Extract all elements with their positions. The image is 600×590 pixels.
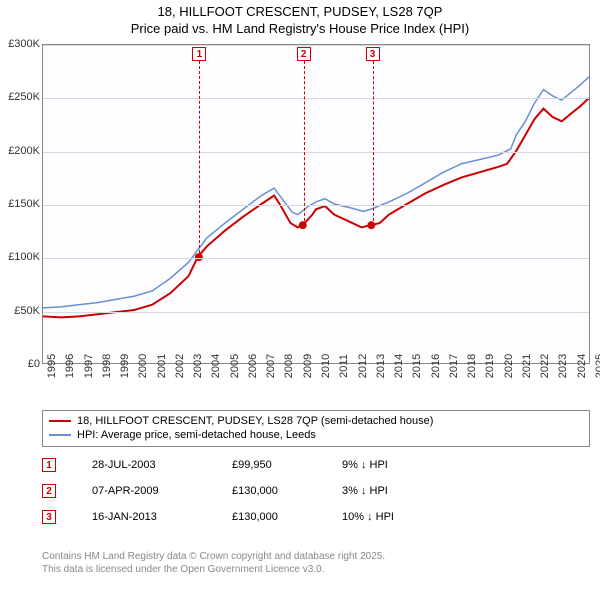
x-axis-label: 2007: [265, 354, 277, 378]
x-axis-label: 2017: [448, 354, 460, 378]
sales-price: £130,000: [232, 511, 342, 523]
sales-row: 1 28-JUL-2003£99,9509% ↓ HPI: [42, 452, 590, 478]
gridline: [43, 98, 589, 99]
x-axis-label: 2019: [484, 354, 496, 378]
gridline: [43, 45, 589, 46]
legend-row-price-paid: 18, HILLFOOT CRESCENT, PUDSEY, LS28 7QP …: [49, 414, 583, 428]
sales-price: £130,000: [232, 485, 342, 497]
sales-row: 2 07-APR-2009£130,0003% ↓ HPI: [42, 478, 590, 504]
sale-marker-dot: [367, 221, 375, 229]
footer: Contains HM Land Registry data © Crown c…: [42, 550, 590, 576]
x-axis-label: 2004: [210, 354, 222, 378]
legend-swatch-price-paid: [49, 420, 71, 422]
sales-date: 07-APR-2009: [92, 485, 232, 497]
y-axis-label: £150K: [2, 198, 40, 210]
sales-date: 16-JAN-2013: [92, 511, 232, 523]
sales-diff: 3% ↓ HPI: [342, 485, 590, 497]
x-axis-label: 2010: [320, 354, 332, 378]
x-axis-label: 2025: [594, 354, 600, 378]
footer-line2: This data is licensed under the Open Gov…: [42, 563, 590, 576]
x-axis-label: 2020: [503, 354, 515, 378]
sales-date: 28-JUL-2003: [92, 459, 232, 471]
y-axis-label: £0: [2, 358, 40, 370]
chart-container: 18, HILLFOOT CRESCENT, PUDSEY, LS28 7QP …: [0, 0, 600, 590]
footer-line1: Contains HM Land Registry data © Crown c…: [42, 550, 590, 563]
gridline: [43, 152, 589, 153]
y-axis-label: £250K: [2, 91, 40, 103]
x-axis-label: 2006: [247, 354, 259, 378]
x-axis-label: 2013: [375, 354, 387, 378]
sales-diff: 9% ↓ HPI: [342, 459, 590, 471]
plot-svg: [43, 45, 589, 363]
legend-label-hpi: HPI: Average price, semi-detached house,…: [77, 428, 316, 442]
title-line2: Price paid vs. HM Land Registry's House …: [0, 21, 600, 38]
sale-marker-line: [199, 61, 200, 258]
x-axis-label: 1998: [101, 354, 113, 378]
x-axis-label: 2001: [156, 354, 168, 378]
gridline: [43, 312, 589, 313]
sale-marker-index: 2: [297, 47, 311, 61]
x-axis-label: 2005: [229, 354, 241, 378]
sale-marker-line: [373, 61, 374, 226]
x-axis-label: 2024: [576, 354, 588, 378]
x-axis-label: 2009: [302, 354, 314, 378]
legend-label-price-paid: 18, HILLFOOT CRESCENT, PUDSEY, LS28 7QP …: [77, 414, 433, 428]
x-axis-label: 2012: [357, 354, 369, 378]
x-axis-label: 2023: [557, 354, 569, 378]
x-axis-label: 2022: [539, 354, 551, 378]
sales-idx: 3: [42, 510, 56, 524]
title-line1: 18, HILLFOOT CRESCENT, PUDSEY, LS28 7QP: [0, 4, 600, 21]
sales-diff: 10% ↓ HPI: [342, 511, 590, 523]
gridline: [43, 258, 589, 259]
chart-title: 18, HILLFOOT CRESCENT, PUDSEY, LS28 7QP …: [0, 0, 600, 38]
sales-table: 128-JUL-2003£99,9509% ↓ HPI207-APR-2009£…: [42, 452, 590, 530]
y-axis-label: £100K: [2, 251, 40, 263]
y-axis-label: £300K: [2, 38, 40, 50]
legend-swatch-hpi: [49, 434, 71, 436]
x-axis-label: 2000: [137, 354, 149, 378]
x-axis-label: 1995: [46, 354, 58, 378]
x-axis-label: 2021: [521, 354, 533, 378]
x-axis-label: 1996: [64, 354, 76, 378]
sales-row: 3 16-JAN-2013£130,00010% ↓ HPI: [42, 504, 590, 530]
x-axis-label: 1999: [119, 354, 131, 378]
plot-area: 1 2 3: [42, 44, 590, 364]
x-axis-label: 1997: [83, 354, 95, 378]
legend-row-hpi: HPI: Average price, semi-detached house,…: [49, 428, 583, 442]
gridline: [43, 205, 589, 206]
sales-price: £99,950: [232, 459, 342, 471]
x-axis-label: 2015: [411, 354, 423, 378]
sale-marker-line: [304, 61, 305, 226]
x-axis-label: 2002: [174, 354, 186, 378]
x-axis-label: 2008: [283, 354, 295, 378]
series-line-hpi: [43, 77, 589, 308]
x-axis-label: 2016: [430, 354, 442, 378]
y-axis-label: £50K: [2, 305, 40, 317]
x-axis-label: 2014: [393, 354, 405, 378]
sale-marker-index: 3: [366, 47, 380, 61]
y-axis-label: £200K: [2, 145, 40, 157]
x-axis-label: 2018: [466, 354, 478, 378]
x-axis-label: 2003: [192, 354, 204, 378]
sales-idx: 1: [42, 458, 56, 472]
x-axis-label: 2011: [338, 354, 350, 378]
series-line-price_paid: [43, 98, 589, 317]
legend: 18, HILLFOOT CRESCENT, PUDSEY, LS28 7QP …: [42, 410, 590, 447]
sales-idx: 2: [42, 484, 56, 498]
sale-marker-index: 1: [192, 47, 206, 61]
